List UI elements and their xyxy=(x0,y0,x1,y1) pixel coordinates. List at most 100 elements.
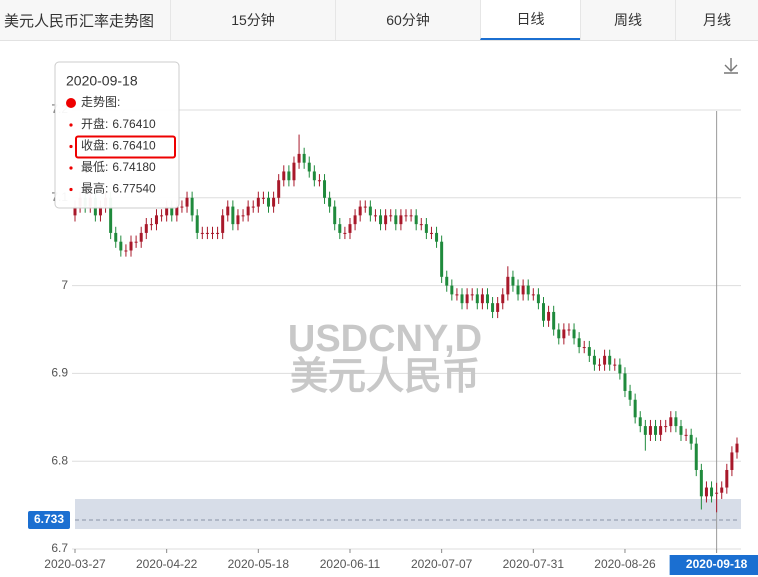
tab[interactable]: 周线 xyxy=(580,0,675,40)
tooltip-dot xyxy=(69,166,73,170)
candle-body xyxy=(139,232,143,242)
tab[interactable]: 15分钟 xyxy=(170,0,335,40)
tooltip-dot xyxy=(69,123,73,127)
candle-body xyxy=(170,206,174,216)
tooltip-series: 走势图: xyxy=(81,95,120,109)
tooltip-dot xyxy=(69,144,73,149)
candle-body xyxy=(98,206,102,216)
candle-body xyxy=(210,232,214,234)
last-price-tag: 6.733 xyxy=(34,512,64,526)
tooltip-row: 最低: 6.74180 xyxy=(81,160,156,174)
candle-body xyxy=(251,206,255,208)
candle-body xyxy=(633,399,637,418)
tab[interactable]: 日线 xyxy=(480,0,580,40)
page-title: 美元人民币汇率走势图 xyxy=(4,12,155,30)
candle-body xyxy=(282,171,286,181)
candle-body xyxy=(720,487,724,493)
candle-body xyxy=(368,206,372,216)
x-label-highlight xyxy=(669,555,758,575)
candle-body xyxy=(343,232,347,234)
tooltip-label: 开盘: xyxy=(81,116,108,131)
candle-body xyxy=(200,232,204,234)
candle-body xyxy=(725,469,729,488)
x-tick-label: 2020-05-18 xyxy=(228,557,290,571)
candle-body xyxy=(460,294,464,304)
candle-body xyxy=(221,215,225,233)
candle-body xyxy=(353,215,357,225)
candle-body xyxy=(491,303,495,312)
y-tick-label: 7 xyxy=(61,278,68,292)
candle-body xyxy=(272,197,276,207)
candle-body xyxy=(587,347,591,356)
candle-body xyxy=(384,215,388,225)
candle-body xyxy=(73,206,77,216)
candle-body xyxy=(699,469,703,497)
tooltip-row: 开盘: 6.76410 xyxy=(81,116,156,131)
candle-body xyxy=(399,215,403,225)
watermark: USDCNY,D xyxy=(288,318,482,360)
candle-body xyxy=(323,180,327,198)
candle-body xyxy=(307,162,311,172)
candle-body xyxy=(526,285,530,295)
candle-body xyxy=(440,241,444,277)
candle-body xyxy=(628,390,632,400)
candle-body xyxy=(730,452,734,470)
candle-body xyxy=(424,224,428,233)
x-tick-label: 2020-09-18 xyxy=(686,557,748,571)
candle-body xyxy=(175,206,179,216)
price-range-band xyxy=(75,499,741,530)
tooltip: 2020-09-18 走势图: 开盘: 6.76410 收盘: 6.76410 最低: 6.7… xyxy=(54,61,180,209)
candle-body xyxy=(297,153,301,163)
candle-body xyxy=(129,241,133,251)
candle-body xyxy=(394,215,398,225)
candle-body xyxy=(241,215,245,217)
candle-body xyxy=(547,311,551,321)
candle-body xyxy=(455,294,459,296)
candle-body xyxy=(216,232,220,234)
candle-body xyxy=(256,197,260,207)
tooltip-value: 6.77540 xyxy=(112,182,156,196)
tab[interactable]: 60分钟 xyxy=(335,0,480,40)
candle-body xyxy=(684,434,688,436)
tooltip-series-dot xyxy=(66,98,76,108)
candle-body xyxy=(312,171,316,181)
y-tick-label: 6.9 xyxy=(51,366,68,380)
candle-body xyxy=(480,294,484,304)
candle-body xyxy=(572,329,576,339)
candle-body xyxy=(124,250,128,252)
x-tick-label: 2020-06-11 xyxy=(320,557,381,571)
candle-body xyxy=(704,487,708,497)
x-tick-label: 2020-07-31 xyxy=(503,557,565,571)
candle-body xyxy=(521,285,525,295)
candle-body xyxy=(567,329,571,331)
candle-body xyxy=(185,197,189,207)
candle-body xyxy=(506,276,510,295)
tab[interactable]: 月线 xyxy=(675,0,758,40)
candle-body xyxy=(317,180,321,182)
candle-body xyxy=(511,276,515,286)
candle-body xyxy=(389,215,393,217)
candle-body xyxy=(267,197,271,207)
download-icon[interactable] xyxy=(724,58,738,74)
candle-body xyxy=(409,215,413,217)
candle-body xyxy=(190,197,194,216)
tooltip-value: 6.76410 xyxy=(112,139,156,153)
candle-body xyxy=(149,224,153,226)
x-tick-label: 2020-03-27 xyxy=(44,557,106,571)
candle-body xyxy=(195,215,199,233)
candle-body xyxy=(134,241,138,243)
candle-body xyxy=(608,355,612,365)
candle-body xyxy=(165,206,169,216)
candle-body xyxy=(231,206,235,225)
candle-body xyxy=(664,426,668,428)
candle-body xyxy=(603,355,607,365)
candle-body xyxy=(205,232,209,234)
candle-body xyxy=(557,329,561,339)
tooltip-label: 最低: xyxy=(81,160,108,174)
candle-body xyxy=(119,241,123,251)
candle-body xyxy=(623,373,627,391)
candle-body xyxy=(277,180,281,198)
candle-body xyxy=(638,417,642,427)
tooltip-value: 6.76410 xyxy=(112,117,156,131)
last-price-tag-bg xyxy=(28,511,70,530)
